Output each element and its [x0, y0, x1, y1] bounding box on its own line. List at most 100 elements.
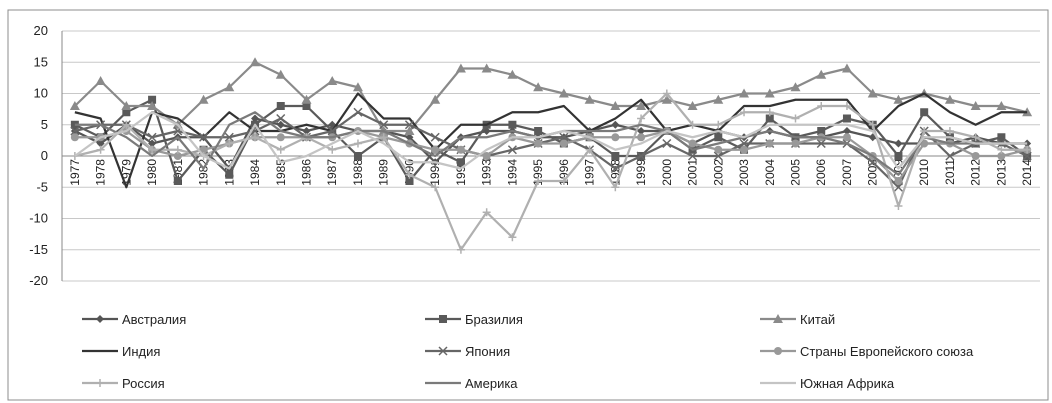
data-point [534, 177, 543, 185]
data-point [148, 145, 157, 154]
x-tick-label: 1984 [248, 159, 262, 186]
data-point [456, 145, 465, 154]
y-tick-label: -15 [29, 242, 48, 257]
data-point [327, 76, 338, 85]
data-point [773, 314, 783, 323]
data-point [637, 127, 646, 135]
chart-frame [7, 9, 1049, 401]
x-tick-label: 1991 [428, 159, 442, 186]
data-point [147, 101, 158, 110]
data-point [1022, 151, 1032, 161]
y-tick-label: 15 [34, 54, 48, 69]
data-point [611, 152, 620, 160]
x-tick-label: 2004 [763, 159, 777, 186]
data-point [841, 63, 852, 73]
legend-item: Австралия [82, 312, 186, 327]
data-point [610, 101, 621, 110]
data-point [276, 133, 285, 142]
data-point [893, 94, 904, 104]
data-point [481, 63, 492, 73]
data-point [945, 127, 954, 135]
data-point [69, 101, 80, 110]
data-point [507, 145, 517, 155]
data-point [431, 145, 440, 154]
data-point [559, 139, 568, 148]
x-tick-label: 2002 [711, 159, 725, 186]
data-point [70, 133, 79, 142]
data-point [302, 102, 311, 110]
series-3 [74, 92, 1028, 189]
data-point [173, 152, 182, 160]
x-tick-label: 1989 [377, 159, 391, 186]
data-point [714, 145, 723, 154]
x-tick-label: 1978 [94, 159, 108, 186]
data-point [817, 127, 826, 135]
data-point [224, 132, 234, 142]
x-tick-label: 1993 [480, 159, 494, 186]
data-point [791, 139, 800, 148]
x-tick-label: 1985 [274, 159, 288, 186]
data-point [584, 94, 595, 104]
x-tick-label: 1997 [583, 159, 597, 186]
data-point [224, 82, 235, 92]
data-point [276, 120, 285, 129]
x-tick-label: 1987 [325, 159, 339, 186]
x-tick-label: 1995 [531, 159, 545, 186]
series-line [74, 61, 1028, 133]
data-point [636, 101, 647, 110]
data-point [250, 57, 261, 67]
data-point [894, 139, 903, 148]
legend-item: Индия [82, 344, 160, 359]
x-tick-label: 2006 [814, 159, 828, 186]
data-point [688, 120, 697, 129]
data-point [405, 133, 414, 142]
data-point [438, 346, 448, 356]
data-point [611, 183, 620, 192]
data-point [637, 114, 646, 123]
x-tick-label: 2010 [917, 159, 931, 186]
x-tick-label: 1988 [351, 159, 365, 186]
data-point [122, 120, 131, 129]
data-point [714, 133, 723, 142]
data-point [404, 126, 415, 135]
data-point [379, 133, 388, 142]
data-point [328, 145, 337, 154]
data-point [559, 177, 568, 185]
data-point [405, 170, 414, 179]
data-point [996, 101, 1007, 110]
data-point [456, 158, 465, 167]
data-point [970, 101, 981, 110]
data-point [893, 182, 903, 192]
legend-label: Южная Африка [800, 376, 895, 391]
x-tick-label: 1999 [634, 159, 648, 186]
data-point [611, 133, 620, 142]
data-point [455, 63, 466, 73]
data-point [456, 245, 465, 254]
data-point [533, 82, 544, 92]
data-point [774, 347, 782, 355]
data-point [894, 152, 903, 160]
data-point [842, 114, 851, 123]
data-point [636, 151, 646, 161]
data-point [739, 138, 749, 149]
legend-item: Америка [425, 376, 518, 391]
data-point [353, 152, 362, 160]
data-point [997, 145, 1006, 154]
data-point [713, 151, 723, 161]
legend-item: Южная Африка [760, 376, 895, 391]
x-tick-label: 2013 [994, 159, 1008, 186]
series-group [69, 57, 1033, 254]
legend-item: Китай [760, 312, 835, 327]
legend-label: Китай [800, 312, 835, 327]
data-point [739, 88, 750, 98]
x-axis-tick-labels: 1977197819791980198119821983198419851986… [68, 159, 1034, 186]
data-point [148, 95, 157, 104]
data-point [96, 139, 105, 148]
x-tick-label: 1980 [145, 159, 159, 186]
legend-label: Америка [465, 376, 518, 391]
series-line [74, 111, 1028, 189]
data-point [534, 139, 543, 148]
legend-item: Страны Европейского союза [760, 344, 974, 359]
data-point [482, 152, 491, 160]
